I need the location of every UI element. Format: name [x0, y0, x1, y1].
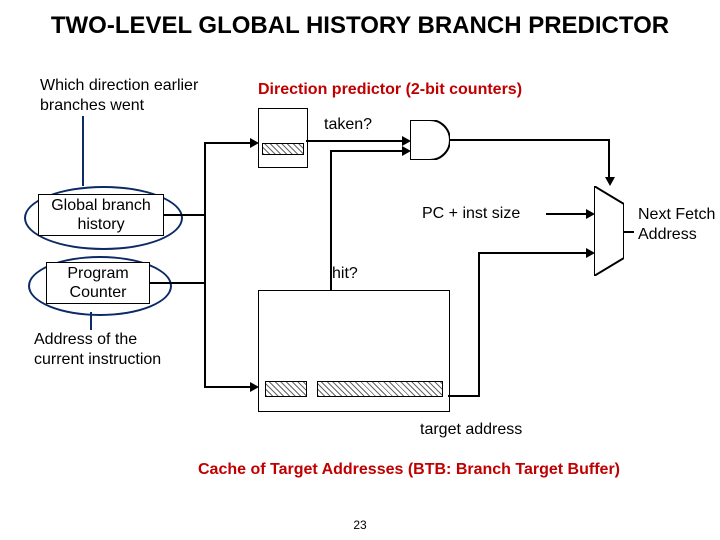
arrowhead-target-to-mux [586, 248, 595, 258]
wire-target-out-h2 [478, 252, 588, 254]
label-hit: hit? [332, 264, 358, 284]
wire-hit-v [330, 150, 332, 290]
label-direction-predictor: Direction predictor (2-bit counters) [258, 80, 522, 100]
wire-mux-out [624, 231, 634, 233]
label-taken: taken? [324, 115, 372, 135]
wire-gbh-out [164, 214, 204, 216]
btb-table [258, 290, 450, 412]
page-title: TWO-LEVEL GLOBAL HISTORY BRANCH PREDICTO… [0, 12, 720, 40]
wire-index-bus-v [204, 142, 206, 388]
arrowhead-dp-to-and [402, 136, 411, 146]
label-target-address: target address [420, 420, 522, 440]
wire-pc-out [150, 282, 204, 284]
arrowhead-and-to-mux [605, 177, 615, 186]
callout-line-gbh [82, 116, 84, 186]
box-global-branch-history: Global branch history [38, 194, 164, 236]
wire-hit-h [330, 150, 404, 152]
direction-predictor-table [258, 108, 308, 168]
btb-tag-entry-icon [265, 381, 307, 397]
arrowhead-index-to-btb [250, 382, 259, 392]
label-next-fetch-addr: Next Fetch Address [638, 205, 718, 245]
and-gate-icon [410, 120, 450, 160]
callout-line-pc [90, 312, 92, 330]
arrowhead-index-to-dp [250, 138, 259, 148]
box-program-counter: Program Counter [46, 262, 150, 304]
label-btb-caption: Cache of Target Addresses (BTB: Branch T… [198, 460, 620, 480]
arrowhead-hit-to-and [402, 146, 411, 156]
note-current-instruction: Address of the current instruction [34, 330, 214, 370]
wire-target-out-v [478, 252, 480, 397]
note-earlier-branches: Which direction earlier branches went [40, 76, 240, 116]
wire-pcplus-to-mux [546, 213, 588, 215]
wire-and-out-h [450, 139, 610, 141]
btb-target-entry-icon [317, 381, 443, 397]
label-pc-plus-inst: PC + inst size [422, 204, 520, 224]
wire-target-out-h1 [448, 395, 478, 397]
wire-index-to-btb [204, 386, 252, 388]
page-number: 23 [0, 518, 720, 532]
wire-and-out-v [608, 139, 610, 179]
wire-dp-to-and [306, 140, 404, 142]
dp-entry-icon [262, 143, 304, 155]
mux-icon [594, 186, 624, 276]
wire-index-to-dp [204, 142, 252, 144]
arrowhead-pcplus-to-mux [586, 209, 595, 219]
